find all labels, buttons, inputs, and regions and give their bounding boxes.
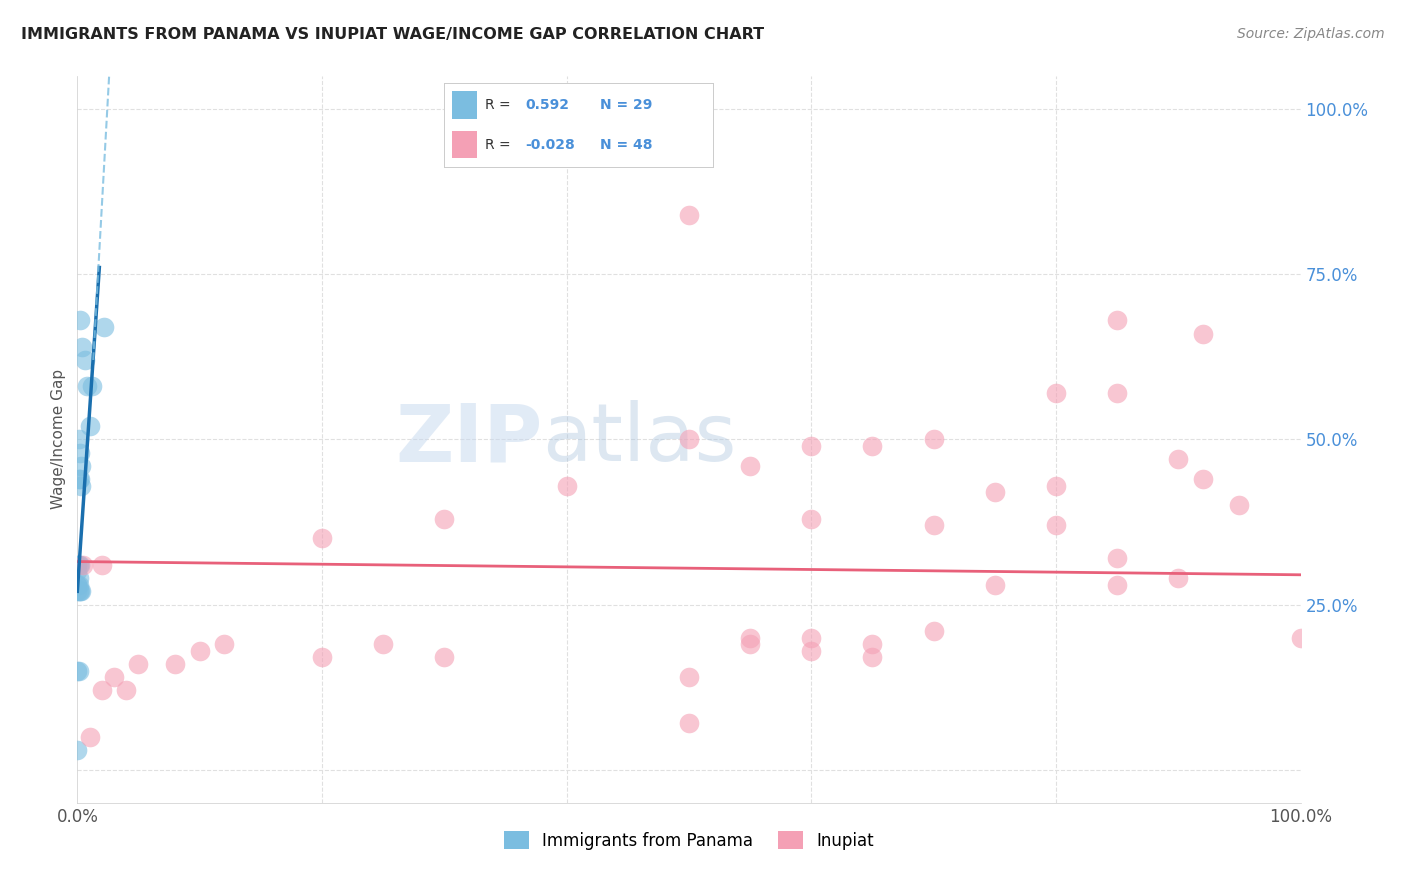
Point bbox=[922, 518, 945, 533]
Point bbox=[800, 439, 823, 453]
Point bbox=[66, 565, 89, 579]
Point bbox=[67, 472, 90, 486]
Point bbox=[1045, 478, 1067, 492]
Point bbox=[678, 432, 700, 446]
Text: ZIP: ZIP bbox=[395, 401, 543, 478]
Point bbox=[79, 419, 101, 434]
Point bbox=[69, 445, 91, 459]
Point bbox=[1107, 313, 1129, 327]
Point bbox=[678, 208, 700, 222]
Point bbox=[740, 458, 762, 473]
Point bbox=[1107, 386, 1129, 401]
Point bbox=[1045, 518, 1067, 533]
Point bbox=[922, 432, 945, 446]
Point bbox=[67, 571, 90, 585]
Point bbox=[70, 584, 93, 599]
Point bbox=[90, 683, 112, 698]
Point bbox=[800, 511, 823, 525]
Point bbox=[1167, 452, 1189, 467]
Point bbox=[678, 716, 700, 731]
Point bbox=[67, 664, 90, 678]
Point bbox=[70, 340, 93, 354]
Point bbox=[67, 558, 90, 572]
Point bbox=[69, 558, 91, 572]
Point bbox=[555, 478, 578, 492]
Point bbox=[678, 670, 700, 684]
Text: IMMIGRANTS FROM PANAMA VS INUPIAT WAGE/INCOME GAP CORRELATION CHART: IMMIGRANTS FROM PANAMA VS INUPIAT WAGE/I… bbox=[21, 27, 765, 42]
Point bbox=[862, 650, 884, 665]
Point bbox=[69, 584, 91, 599]
Point bbox=[90, 558, 112, 572]
Point bbox=[311, 650, 333, 665]
Point bbox=[69, 313, 91, 327]
Point bbox=[66, 558, 89, 572]
Point bbox=[1289, 631, 1312, 645]
Point bbox=[66, 578, 89, 592]
Point bbox=[1107, 551, 1129, 566]
Point bbox=[73, 353, 96, 368]
Point bbox=[67, 584, 90, 599]
Point bbox=[433, 650, 456, 665]
Legend: Immigrants from Panama, Inupiat: Immigrants from Panama, Inupiat bbox=[498, 825, 880, 856]
Point bbox=[800, 631, 823, 645]
Point bbox=[76, 379, 98, 393]
Point bbox=[127, 657, 149, 671]
Point bbox=[69, 472, 91, 486]
Point bbox=[740, 637, 762, 651]
Point bbox=[1167, 571, 1189, 585]
Point bbox=[70, 478, 93, 492]
Point bbox=[165, 657, 187, 671]
Point bbox=[1229, 499, 1251, 513]
Point bbox=[66, 743, 89, 757]
Point bbox=[984, 485, 1007, 500]
Y-axis label: Wage/Income Gap: Wage/Income Gap bbox=[51, 369, 66, 509]
Point bbox=[1191, 472, 1213, 486]
Point bbox=[433, 511, 456, 525]
Point bbox=[72, 558, 94, 572]
Point bbox=[922, 624, 945, 638]
Point bbox=[212, 637, 235, 651]
Text: Source: ZipAtlas.com: Source: ZipAtlas.com bbox=[1237, 27, 1385, 41]
Text: atlas: atlas bbox=[543, 401, 737, 478]
Point bbox=[311, 532, 333, 546]
Point bbox=[66, 578, 89, 592]
Point bbox=[70, 458, 93, 473]
Point bbox=[66, 584, 89, 599]
Point bbox=[66, 664, 89, 678]
Point bbox=[1191, 326, 1213, 341]
Point bbox=[93, 320, 115, 334]
Point bbox=[66, 558, 89, 572]
Point bbox=[115, 683, 138, 698]
Point bbox=[67, 432, 90, 446]
Point bbox=[1107, 578, 1129, 592]
Point bbox=[740, 631, 762, 645]
Point bbox=[862, 637, 884, 651]
Point bbox=[188, 644, 211, 658]
Point bbox=[80, 379, 103, 393]
Point bbox=[1045, 386, 1067, 401]
Point bbox=[371, 637, 394, 651]
Point bbox=[67, 578, 90, 592]
Point bbox=[862, 439, 884, 453]
Point bbox=[984, 578, 1007, 592]
Point bbox=[800, 644, 823, 658]
Point bbox=[79, 730, 101, 744]
Point bbox=[103, 670, 125, 684]
